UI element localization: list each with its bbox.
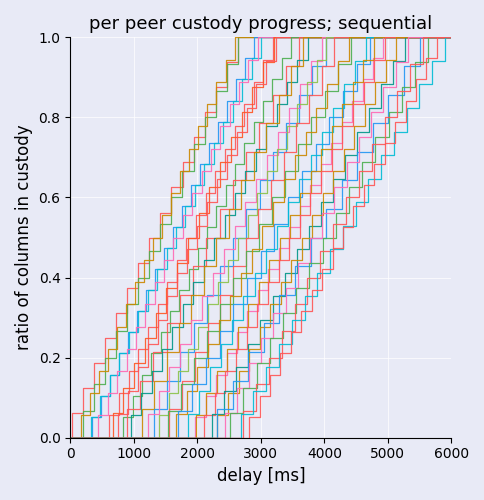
Title: per peer custody progress; sequential: per peer custody progress; sequential (89, 15, 433, 33)
X-axis label: delay [ms]: delay [ms] (216, 467, 305, 485)
Y-axis label: ratio of columns in custody: ratio of columns in custody (15, 124, 33, 350)
